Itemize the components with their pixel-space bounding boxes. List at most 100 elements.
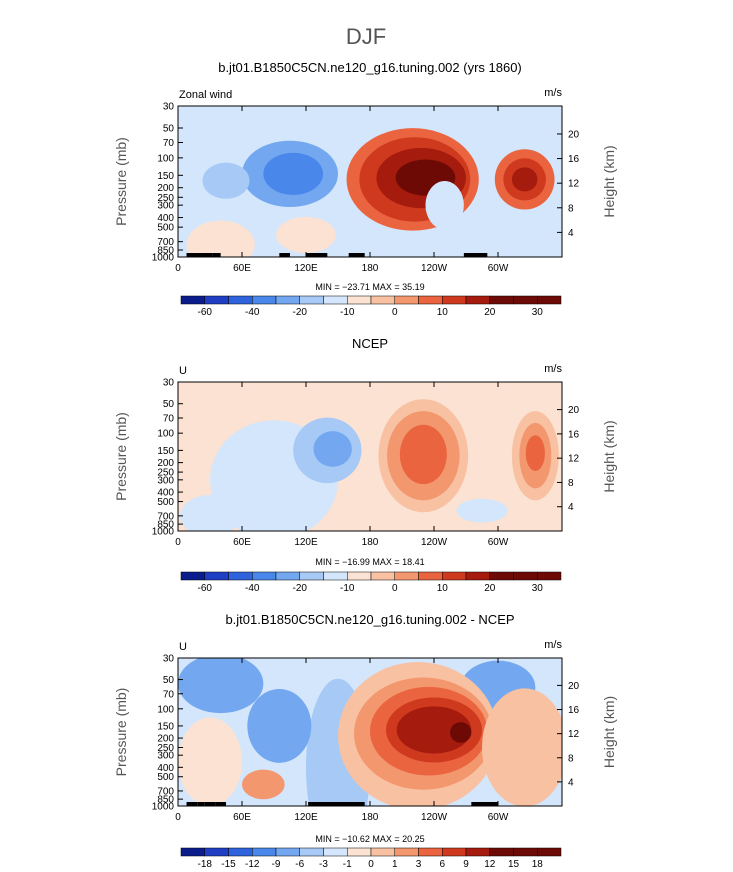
colorbar-swatch (442, 295, 467, 305)
y-tick-label: 850 (157, 246, 174, 257)
panel-model: b.jt01.B1850C5CN.ne120_g16.tuning.002 (y… (113, 60, 617, 318)
colorbar-swatch (180, 847, 205, 857)
topography-bar (471, 802, 498, 806)
panel-title: b.jt01.B1850C5CN.ne120_g16.tuning.002 (y… (218, 60, 522, 75)
y-tick-label: 1000 (152, 802, 175, 813)
y-tick-label: 50 (163, 399, 175, 410)
x-tick-label: 0 (175, 812, 181, 823)
colorbar-label: 30 (532, 307, 544, 318)
y-axis-label: Pressure (mb) (113, 688, 129, 777)
colorbar-swatch (513, 571, 538, 581)
colorbar-swatch (299, 295, 324, 305)
variable-label: U (179, 365, 187, 377)
colorbar-label: -40 (245, 583, 260, 594)
colorbar-label: 6 (439, 859, 445, 870)
colorbar-swatch (418, 295, 443, 305)
colorbar-swatch (228, 295, 253, 305)
y-tick-label: 150 (157, 446, 174, 457)
colorbar-label: 30 (532, 583, 544, 594)
y-tick-label: 70 (163, 689, 175, 700)
contour-region (202, 162, 250, 199)
contour-field (178, 382, 562, 531)
y2-tick-label: 8 (568, 203, 574, 214)
variable-label: U (179, 641, 187, 653)
plot-area: 0 60E 120E 180 120W 60W3050701001502002503004… (113, 654, 617, 824)
y-tick-label: 1000 (152, 527, 175, 538)
topography-bar (186, 802, 198, 806)
y-tick-label: 500 (157, 497, 174, 508)
x-tick-label: 60W (488, 812, 509, 823)
colorbar-swatch (394, 571, 419, 581)
colorbar-swatch (418, 571, 443, 581)
colorbar-swatch (347, 571, 372, 581)
y-tick-label: 150 (157, 721, 174, 732)
contour-region (525, 435, 545, 471)
topography-bar (212, 253, 221, 257)
colorbar-label: 20 (484, 583, 496, 594)
y-tick-label: 50 (163, 123, 175, 134)
colorbar: -18 -15 -12 -9 -6 -3 -1 0 1 3 6 9 12 15 18 (180, 847, 562, 870)
colorbar-swatch (394, 295, 419, 305)
y2-tick-label: 16 (568, 154, 580, 165)
y2-tick-label: 4 (568, 777, 574, 788)
colorbar-label: -15 (221, 859, 236, 870)
y2-tick-label: 8 (568, 753, 574, 764)
x-tick-label: 180 (362, 537, 379, 548)
colorbar-label: 0 (392, 583, 398, 594)
colorbar-label: 1 (392, 859, 398, 870)
x-tick-label: 0 (175, 263, 181, 274)
x-tick-label: 120W (421, 812, 448, 823)
variable-label: Zonal wind (179, 89, 232, 101)
y2-axis-label: Height (km) (601, 696, 617, 768)
colorbar-label: 20 (484, 307, 496, 318)
contour-region (396, 706, 472, 754)
x-tick-label: 60E (233, 263, 251, 274)
contour-region (276, 216, 336, 254)
colorbar-label: -3 (319, 859, 328, 870)
x-tick-label: 60W (488, 263, 509, 274)
colorbar-swatch (370, 295, 395, 305)
colorbar-swatch (537, 571, 562, 581)
y-tick-label: 30 (163, 102, 175, 113)
topography-bar (204, 802, 216, 806)
y-tick-label: 100 (157, 704, 174, 715)
colorbar-label: -40 (245, 307, 260, 318)
y-axis-label: Pressure (mb) (113, 412, 129, 501)
y2-axis-label: Height (km) (601, 420, 617, 492)
y2-tick-label: 20 (568, 129, 580, 140)
panel-diff: b.jt01.B1850C5CN.ne120_g16.tuning.002 - … (113, 612, 617, 870)
y2-tick-label: 16 (568, 429, 580, 440)
topography-bar (201, 253, 213, 257)
y-tick-label: 400 (157, 488, 174, 499)
contour-region (247, 688, 312, 763)
contour-region (482, 688, 562, 806)
x-tick-label: 60W (488, 537, 509, 548)
colorbar-swatch (299, 571, 324, 581)
colorbar-swatch (465, 295, 490, 305)
colorbar-swatch (489, 847, 514, 857)
contour-field (178, 658, 562, 806)
colorbar-label: -10 (340, 583, 355, 594)
y-tick-label: 300 (157, 201, 174, 212)
y-tick-label: 500 (157, 772, 174, 783)
y-tick-label: 50 (163, 675, 175, 686)
topography-bar (215, 802, 226, 806)
topography-bar (348, 253, 365, 257)
colorbar-swatch (252, 571, 277, 581)
colorbar-swatch (323, 847, 348, 857)
colorbar-label: -9 (272, 859, 281, 870)
y-tick-label: 30 (163, 378, 175, 389)
season-title: DJF (346, 24, 386, 49)
colorbar-swatch (252, 295, 277, 305)
colorbar-swatch (347, 847, 372, 857)
contour-region (450, 722, 472, 743)
panel-obs: NCEP U m/s 0 60E 120E 180 120W 60W30507010015… (113, 336, 617, 594)
stats-text: MIN = −16.99 MAX = 18.41 (315, 557, 424, 567)
x-tick-label: 120E (294, 263, 318, 274)
colorbar-label: -12 (245, 859, 260, 870)
colorbar-swatch (394, 847, 419, 857)
y-tick-label: 250 (157, 743, 174, 754)
colorbar-label: 18 (532, 859, 544, 870)
y-tick-label: 500 (157, 223, 174, 234)
x-tick-label: 120W (421, 537, 448, 548)
